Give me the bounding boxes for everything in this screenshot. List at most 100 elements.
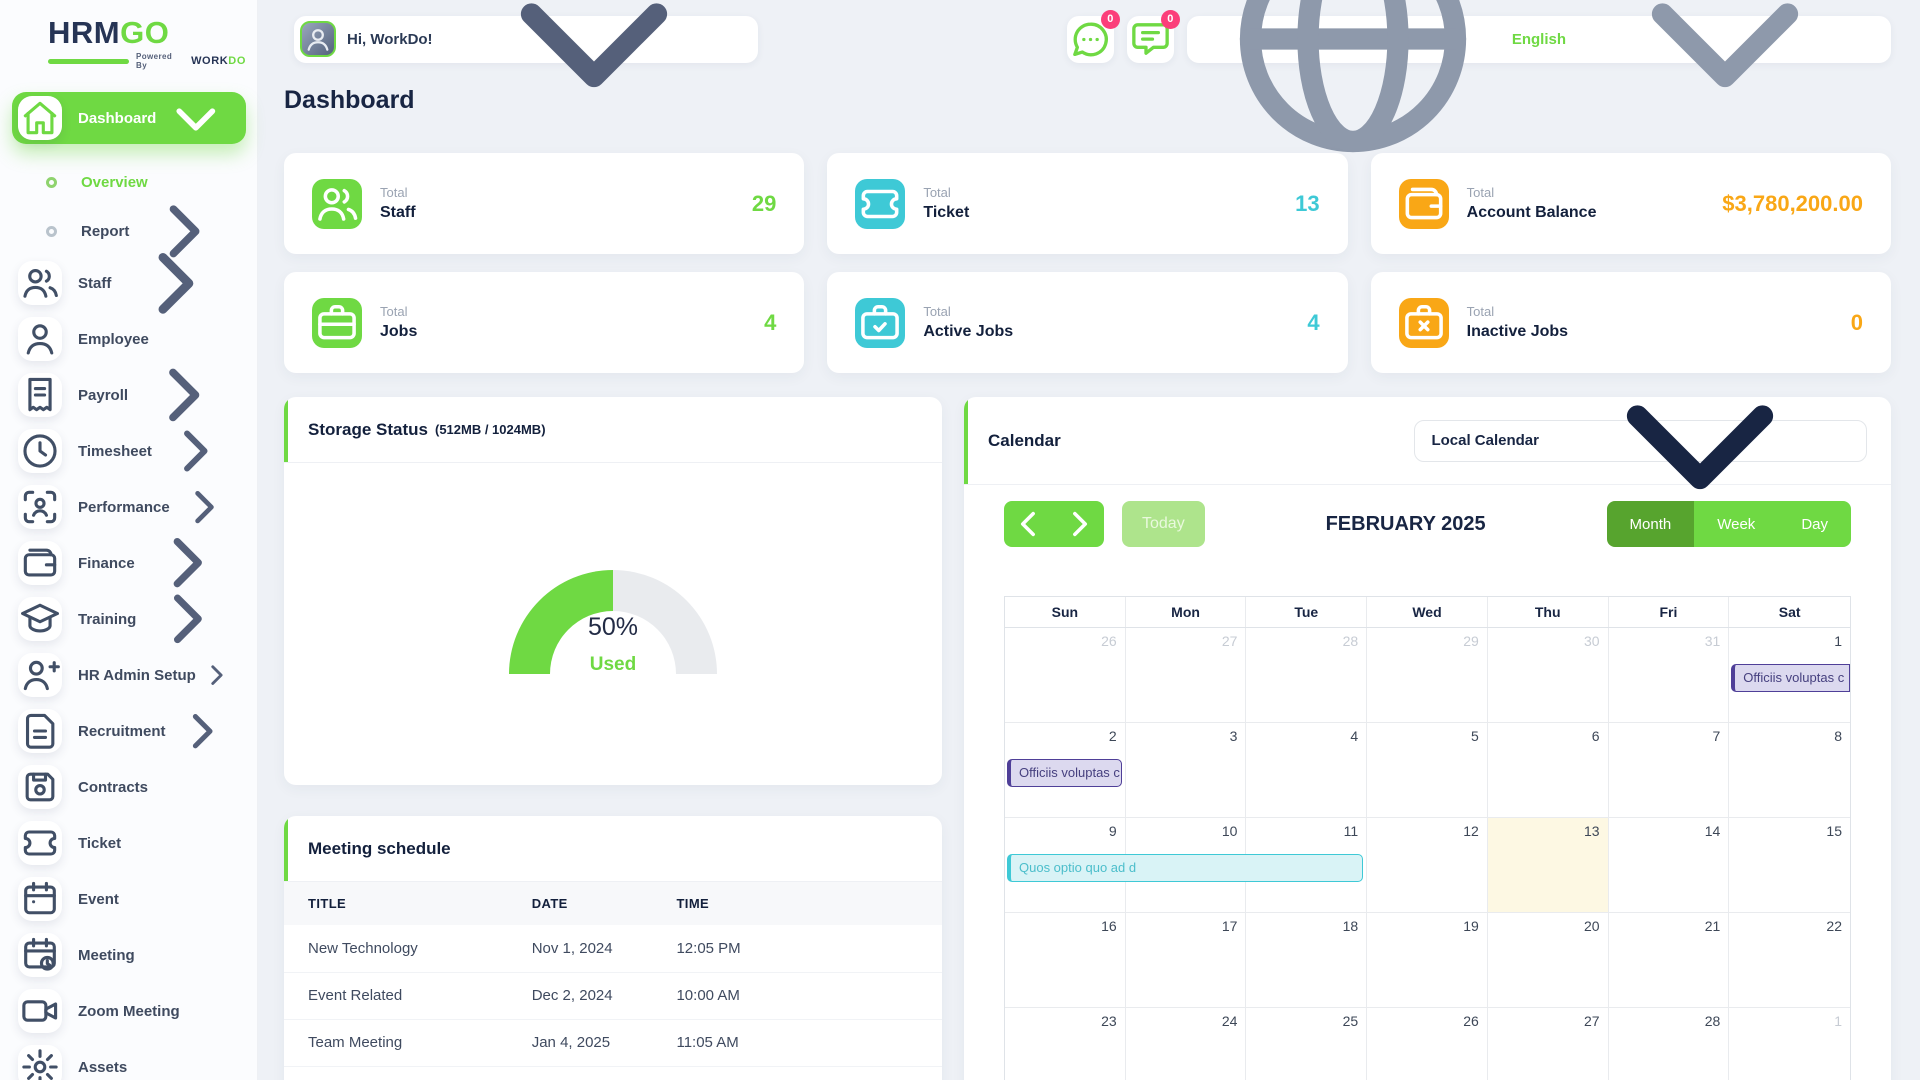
- sidebar-item-label: Timesheet: [78, 442, 152, 460]
- sidebar-item-performance[interactable]: Performance: [12, 484, 246, 530]
- stat-card-staff: Total Staff 29: [284, 153, 805, 254]
- stat-value: 29: [751, 190, 777, 216]
- sidebar-item-zoom-meeting[interactable]: Zoom Meeting: [12, 988, 246, 1034]
- day-number: 28: [1342, 633, 1359, 649]
- meeting-table-body: New Technology Nov 1, 2024 12:05 PM Event R…: [284, 925, 942, 1067]
- calendar-day-cell[interactable]: 14: [1608, 818, 1730, 913]
- content-row: Storage Status (512MB / 1024MB) 50% Used: [284, 397, 1891, 1080]
- next-month-button[interactable]: [1054, 501, 1104, 547]
- calendar-day-cell[interactable]: 21: [1608, 913, 1730, 1008]
- calendar-day-cell[interactable]: 26: [1005, 628, 1126, 723]
- calendar-day-cell[interactable]: 3: [1125, 723, 1247, 818]
- day-number: 20: [1583, 918, 1600, 934]
- calendar-today-cell[interactable]: 13: [1487, 818, 1609, 913]
- calendar-day-cell[interactable]: 28: [1246, 628, 1368, 723]
- day-header-fri: Fri: [1609, 597, 1730, 627]
- sidebar-item-finance[interactable]: Finance: [12, 538, 246, 588]
- calendar-toolbar: Today FEBRUARY 2025 Month Week Day: [1004, 501, 1851, 547]
- view-button-day[interactable]: Day: [1778, 501, 1851, 547]
- sidebar-item-label: Zoom Meeting: [78, 1002, 180, 1020]
- storage-status-card: Storage Status (512MB / 1024MB) 50% Used: [284, 397, 942, 785]
- sidebar-item-staff[interactable]: Staff: [12, 252, 246, 314]
- calendar-day-cell[interactable]: 23: [1005, 1008, 1126, 1080]
- user-menu[interactable]: Hi, WorkDo!: [294, 3, 758, 88]
- sidebar-item-contracts[interactable]: Contracts: [12, 764, 246, 810]
- stat-card-account-balance: Total Account Balance $3,780,200.00: [1370, 153, 1891, 254]
- dot-icon: [46, 176, 57, 188]
- calendar-day-cell[interactable]: 27: [1488, 1008, 1609, 1080]
- calendar-day-cell[interactable]: 6: [1487, 723, 1609, 818]
- calendar-source-select[interactable]: Local Calendar: [1414, 404, 1867, 489]
- calendar-day-cell[interactable]: 1: [1729, 628, 1850, 723]
- today-button[interactable]: Today: [1122, 501, 1205, 547]
- calendar-day-cell[interactable]: 16: [1005, 913, 1126, 1008]
- brand-logo[interactable]: HRMGO Powered By WORKDO: [12, 16, 246, 70]
- sidebar-item-timesheet[interactable]: Timesheet: [12, 428, 246, 474]
- calendar-week-row: 26 27 28 29 30 31 1 Officiis voluptas c: [1005, 628, 1850, 723]
- calendar-day-cell[interactable]: 19: [1367, 913, 1488, 1008]
- stat-meta: Total Ticket: [923, 185, 969, 222]
- stat-meta: Total Jobs: [380, 304, 417, 341]
- notifications-button[interactable]: 0: [1126, 9, 1180, 63]
- calendar-event[interactable]: Officiis voluptas c: [1731, 664, 1850, 692]
- sidebar-item-overview[interactable]: Overview: [12, 162, 246, 202]
- sidebar-item-training[interactable]: Training: [12, 594, 246, 644]
- day-number: 26: [1101, 633, 1117, 649]
- sidebar-item-label: Payroll: [78, 386, 129, 404]
- calendar-day-cell[interactable]: 12: [1367, 818, 1488, 913]
- sidebar-item-payroll[interactable]: Payroll: [12, 368, 246, 422]
- language-selector[interactable]: English: [1186, 0, 1891, 153]
- table-row: Event Related Dec 2, 2024 10:00 AM: [284, 972, 942, 1020]
- sidebar-item-employee[interactable]: Employee: [12, 316, 246, 362]
- calendar-day-cell[interactable]: 20: [1487, 913, 1609, 1008]
- calendar-event[interactable]: Officiis voluptas c: [1007, 759, 1122, 787]
- sidebar-item-recruitment[interactable]: Recruitment: [12, 708, 246, 754]
- sidebar-item-hr-admin-setup[interactable]: HR Admin Setup: [12, 652, 246, 698]
- sidebar-item-label: Meeting: [78, 946, 135, 964]
- calendar-week-row: 16 17 18 19 20 21 22: [1005, 913, 1850, 1008]
- sidebar-item-report[interactable]: Report: [12, 205, 246, 257]
- wallet-icon: [18, 541, 62, 585]
- sidebar-item-meeting[interactable]: Meeting: [12, 932, 246, 978]
- view-button-month[interactable]: Month: [1606, 501, 1695, 547]
- calendar-day-cell[interactable]: 25: [1246, 1008, 1368, 1080]
- sidebar-item-event[interactable]: Event: [12, 876, 246, 922]
- calendar-day-cell[interactable]: 5: [1367, 723, 1488, 818]
- avatar: [300, 21, 336, 57]
- page-title: Dashboard: [284, 86, 415, 114]
- calendar-day-cell[interactable]: 22: [1729, 913, 1850, 1008]
- sidebar-item-ticket[interactable]: Ticket: [12, 820, 246, 866]
- day-header-mon: Mon: [1126, 597, 1247, 627]
- calendar-day-cell[interactable]: 26: [1367, 1008, 1488, 1080]
- day-number: 6: [1591, 728, 1600, 744]
- chevron-down-icon: [156, 78, 236, 158]
- calendar-day-cell[interactable]: 17: [1125, 913, 1247, 1008]
- calendar-day-cell[interactable]: 1: [1729, 1008, 1850, 1080]
- user-greeting: Hi, WorkDo!: [347, 30, 433, 48]
- calendar-day-cell[interactable]: 4: [1246, 723, 1368, 818]
- calendar-day-cell[interactable]: 7: [1608, 723, 1730, 818]
- prev-month-button[interactable]: [1004, 501, 1054, 547]
- calendar-day-cell[interactable]: 24: [1126, 1008, 1247, 1080]
- sidebar-item-label: Assets: [78, 1058, 128, 1076]
- calendar-month-title: FEBRUARY 2025: [1325, 512, 1486, 535]
- calendar-day-cell[interactable]: 31: [1608, 628, 1730, 723]
- calendar-day-cell[interactable]: 30: [1487, 628, 1609, 723]
- chevron-right-icon: [136, 569, 236, 669]
- stat-label: Inactive Jobs: [1466, 323, 1569, 340]
- stat-prefix: Total: [1466, 304, 1495, 319]
- calendar-day-cell[interactable]: 29: [1367, 628, 1488, 723]
- calendar-day-cell[interactable]: 8: [1729, 723, 1850, 818]
- view-button-week[interactable]: Week: [1694, 501, 1779, 547]
- messages-button[interactable]: 0: [1066, 9, 1120, 63]
- sidebar-item-dashboard[interactable]: Dashboard: [12, 92, 246, 144]
- calendar-day-cell[interactable]: 11: [1246, 818, 1368, 913]
- calendar-day-cell[interactable]: 18: [1246, 913, 1368, 1008]
- sidebar-item-assets[interactable]: Assets: [12, 1044, 246, 1080]
- calendar-day-cell[interactable]: 15: [1729, 818, 1850, 913]
- stat-label: Ticket: [923, 204, 970, 221]
- calendar-day-cell[interactable]: 2: [1005, 723, 1126, 818]
- calendar-day-cell[interactable]: 28: [1609, 1008, 1730, 1080]
- calendar-day-cell[interactable]: 27: [1125, 628, 1247, 723]
- calendar-event[interactable]: Quos optio quo ad d: [1007, 854, 1364, 882]
